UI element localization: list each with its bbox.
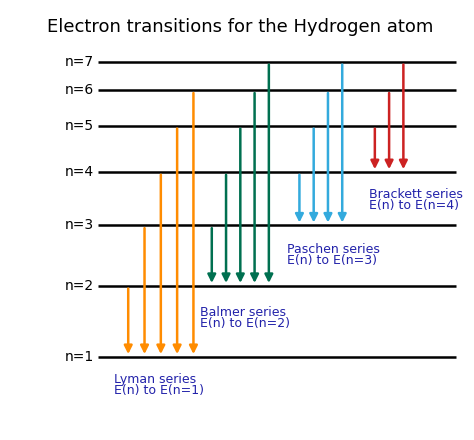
Text: E(n) to E(n=1): E(n) to E(n=1) bbox=[114, 384, 204, 397]
Text: n=5: n=5 bbox=[64, 119, 93, 133]
Text: n=1: n=1 bbox=[64, 350, 93, 364]
Text: E(n) to E(n=4): E(n) to E(n=4) bbox=[369, 199, 459, 212]
Text: n=6: n=6 bbox=[64, 83, 93, 97]
Text: Brackett series: Brackett series bbox=[369, 187, 463, 201]
Text: n=7: n=7 bbox=[64, 55, 93, 69]
Text: Balmer series: Balmer series bbox=[200, 306, 285, 319]
Text: n=4: n=4 bbox=[64, 165, 93, 179]
Text: n=2: n=2 bbox=[64, 279, 93, 293]
Text: Electron transitions for the Hydrogen atom: Electron transitions for the Hydrogen at… bbox=[47, 18, 434, 36]
Text: n=3: n=3 bbox=[64, 218, 93, 232]
Text: E(n) to E(n=2): E(n) to E(n=2) bbox=[200, 317, 290, 330]
Text: Paschen series: Paschen series bbox=[287, 243, 380, 256]
Text: Lyman series: Lyman series bbox=[114, 373, 196, 385]
Text: E(n) to E(n=3): E(n) to E(n=3) bbox=[287, 254, 377, 268]
